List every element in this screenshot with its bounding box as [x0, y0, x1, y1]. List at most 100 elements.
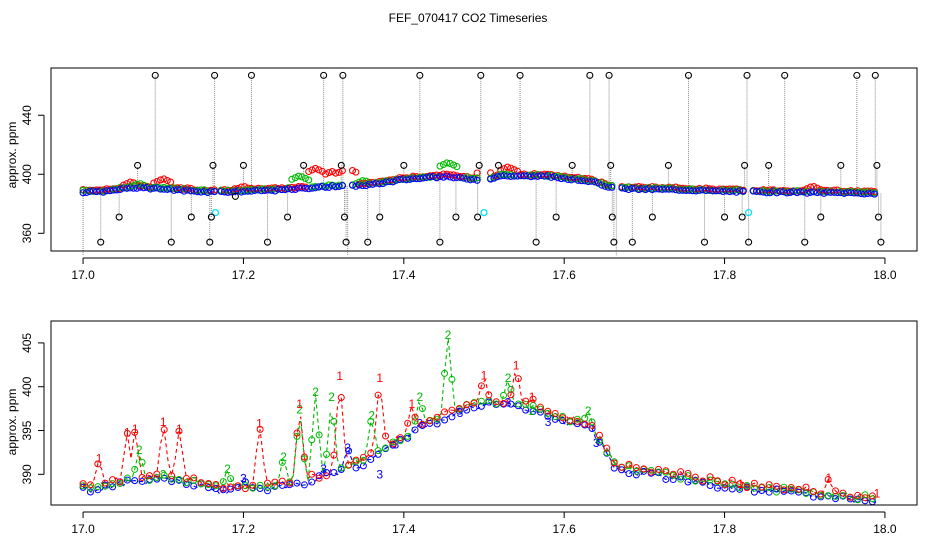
bottom-series-3-point — [669, 476, 677, 484]
bottom-series-3-point — [278, 481, 286, 489]
top-series-point — [119, 184, 128, 192]
top-outlier-point — [738, 213, 746, 221]
bottom-series-2-point — [264, 483, 271, 491]
bottom-series-2-point — [750, 484, 758, 492]
bottom-series-2-point — [315, 431, 323, 439]
top-outlier-point — [206, 238, 214, 246]
bottom-series-1-point — [168, 472, 176, 480]
bottom-series-2-point — [522, 401, 530, 409]
bottom-series-2-point — [182, 479, 190, 487]
top-outlier-point — [364, 238, 372, 246]
bottom-series-1-point — [750, 479, 758, 487]
top-outlier-point — [605, 71, 613, 79]
top-series-point — [534, 172, 542, 180]
top-series-point — [396, 175, 404, 184]
bottom-series-3-point — [308, 478, 316, 486]
top-series-point — [82, 186, 90, 194]
bottom-series-1-point — [736, 480, 744, 488]
top-series-point — [177, 186, 185, 194]
top-outlier-point — [781, 71, 789, 79]
bottom-series-3-point — [573, 420, 581, 428]
bottom-series-2-point — [359, 456, 367, 464]
bottom-series-2-point — [514, 400, 522, 408]
top-outlier-point — [340, 213, 349, 221]
top-series-point — [709, 187, 717, 195]
top-series-point — [739, 187, 747, 195]
top-outlier-point — [263, 238, 272, 246]
bottom-series-2-label: 2 — [280, 450, 287, 464]
top-series-point — [803, 189, 811, 197]
top-series-point — [301, 184, 309, 192]
top-series-point — [322, 170, 330, 178]
top-series-point — [308, 184, 316, 192]
top-outlier-point — [801, 238, 809, 246]
bottom-series-1-point — [286, 479, 294, 487]
top-panel: approx. ppm 17.0 17.2 17.4 17.6 17.8 18.0 360 4… — [5, 67, 918, 282]
bottom-series-2-point — [396, 437, 404, 445]
top-series-point — [510, 172, 518, 180]
top-series-point — [453, 173, 461, 182]
top-series-point — [167, 185, 175, 193]
bottom-series-1-point — [138, 474, 146, 482]
bottom-series-3-point — [448, 413, 456, 421]
top-series-point — [796, 188, 804, 196]
bottom-series-3-label: 3 — [545, 415, 552, 429]
bottom-series-1-point — [116, 478, 124, 486]
bottom-series-1-label: 1 — [132, 422, 139, 436]
bottom-series-3-point — [795, 488, 803, 496]
bottom-series-3-point — [758, 487, 766, 495]
top-outlier-point — [568, 161, 576, 169]
bottom-series-3-point — [787, 487, 795, 495]
bottom-series-2-point — [832, 492, 840, 500]
bottom-series-3-point — [477, 402, 485, 410]
bottom-series-2-point — [160, 471, 168, 479]
bottom-series-2-point — [109, 480, 117, 488]
top-outlier-point — [610, 238, 618, 246]
top-series-point — [318, 182, 326, 190]
top-outlier-point — [300, 161, 308, 169]
top-series-point — [507, 172, 515, 180]
top-series-point — [419, 174, 427, 182]
top-series-point — [759, 188, 767, 196]
top-series-point — [402, 176, 410, 184]
top-series-point — [456, 173, 464, 181]
bottom-series-2-point — [330, 417, 338, 425]
bottom-series-2-point — [691, 477, 699, 485]
bottom-series-1-point — [337, 394, 345, 402]
bottom-x-tick-label: 18.0 — [873, 522, 897, 536]
bottom-series-2-point — [404, 432, 412, 440]
top-series-point — [355, 181, 363, 189]
top-outlier-point — [873, 161, 881, 169]
bottom-series-2-point — [389, 438, 397, 446]
bottom-series-3-point — [433, 420, 441, 428]
top-series-point — [604, 183, 612, 191]
top-outlier-point — [320, 71, 328, 79]
top-series-point — [207, 187, 215, 195]
top-series-point — [517, 172, 525, 180]
bottom-plot-frame — [50, 320, 918, 506]
bottom-series-1-label: 1 — [825, 471, 832, 485]
top-series-point — [298, 173, 306, 181]
top-series-point — [156, 185, 165, 193]
top-panel-marks — [79, 71, 885, 256]
bottom-series-3-point — [204, 484, 212, 492]
bottom-series-2-point — [441, 369, 449, 377]
top-series-point — [92, 188, 101, 196]
bottom-series-2-point — [153, 474, 161, 482]
top-outlier-point — [474, 213, 482, 221]
top-series-point — [547, 171, 555, 179]
top-series-point — [682, 186, 690, 195]
top-series-point — [793, 187, 801, 195]
bottom-series-1-point — [382, 432, 390, 440]
bottom-series-3-point — [374, 450, 382, 458]
top-outlier-point — [874, 213, 883, 221]
top-series-point — [854, 189, 862, 197]
top-series-point — [547, 173, 555, 181]
top-series-point — [153, 184, 161, 192]
top-series-point — [335, 168, 343, 176]
bottom-series-2-point — [249, 484, 257, 492]
bottom-series-1-point — [610, 459, 618, 467]
bottom-series-3-point — [227, 485, 235, 493]
bottom-series-2-point — [868, 495, 876, 503]
